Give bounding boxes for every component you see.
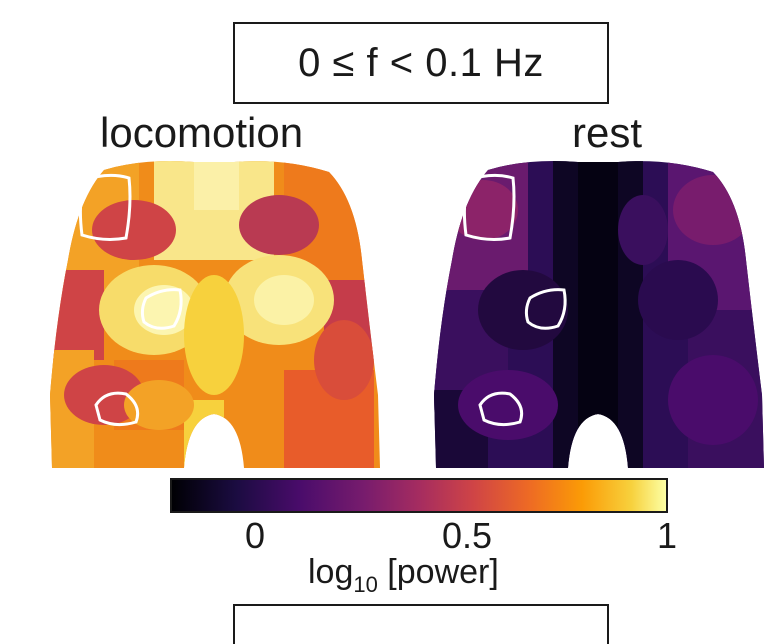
region-outline bbox=[462, 173, 516, 241]
cortex-regions bbox=[50, 161, 380, 468]
frequency-range-box: 0 ≤ f < 0.1 Hz bbox=[233, 22, 609, 104]
panel-title-rest: rest bbox=[572, 109, 643, 156]
region-outline bbox=[140, 288, 183, 330]
colorbar-label-main: log bbox=[308, 553, 354, 591]
colorbar-label: log10 [power] bbox=[308, 552, 499, 605]
next-frequency-box bbox=[233, 604, 609, 644]
frequency-range-label: 0 ≤ f < 0.1 Hz bbox=[298, 40, 544, 85]
panel-title-locomotion: locomotion bbox=[100, 109, 304, 156]
region-outline bbox=[478, 391, 524, 427]
colorbar-tick-1: 1 bbox=[656, 515, 678, 556]
colorbar bbox=[170, 478, 668, 513]
region-outline bbox=[78, 173, 132, 241]
colorbar-label-rest: [power] bbox=[377, 553, 499, 591]
region-outline bbox=[524, 288, 567, 330]
cortex-map-locomotion bbox=[50, 161, 380, 468]
cortex-regions bbox=[434, 161, 764, 468]
region-outline bbox=[94, 391, 140, 427]
colorbar-label-subscript: 10 bbox=[353, 572, 378, 597]
colorbar-tick-0-5: 0.5 bbox=[441, 515, 493, 556]
colorbar-tick-0: 0 bbox=[244, 515, 266, 556]
cortex-map-rest bbox=[434, 161, 764, 468]
